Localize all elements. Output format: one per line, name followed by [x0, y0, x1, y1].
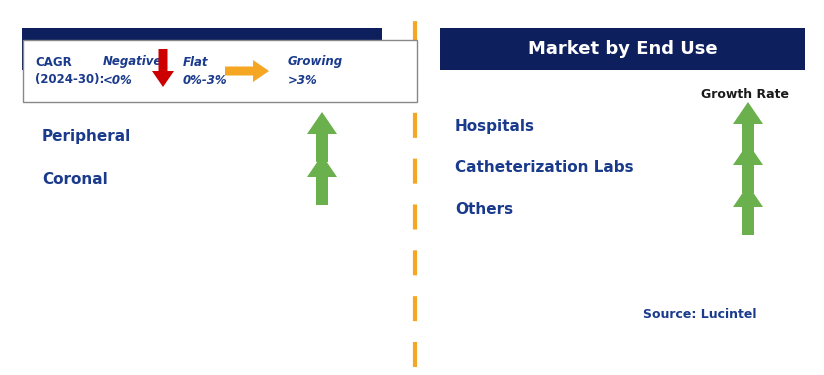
FancyArrow shape — [307, 112, 337, 162]
Text: Coronal: Coronal — [42, 172, 108, 188]
Text: Flat: Flat — [183, 56, 208, 69]
Text: Others: Others — [455, 202, 513, 217]
Text: Hospitals: Hospitals — [455, 120, 535, 135]
Text: Market by End Use: Market by End Use — [527, 40, 718, 58]
FancyArrow shape — [152, 49, 174, 87]
Text: Source: Lucintel: Source: Lucintel — [644, 309, 756, 321]
FancyArrow shape — [733, 185, 763, 235]
FancyArrow shape — [225, 60, 269, 82]
Text: <0%: <0% — [103, 74, 133, 87]
FancyBboxPatch shape — [22, 28, 382, 70]
Text: Negative: Negative — [103, 56, 162, 69]
Text: Growth Rate: Growth Rate — [701, 88, 789, 102]
FancyBboxPatch shape — [440, 28, 805, 70]
Text: Growing: Growing — [288, 56, 343, 69]
FancyArrow shape — [307, 155, 337, 205]
Text: Market by Indication: Market by Indication — [97, 40, 307, 58]
Text: >3%: >3% — [288, 74, 318, 87]
FancyArrow shape — [333, 55, 355, 93]
Text: (2024-30):: (2024-30): — [35, 74, 105, 87]
FancyArrow shape — [733, 102, 763, 152]
Text: 0%-3%: 0%-3% — [183, 74, 227, 87]
Text: Peripheral: Peripheral — [42, 129, 131, 144]
Text: CAGR: CAGR — [35, 56, 72, 69]
Text: Catheterization Labs: Catheterization Labs — [455, 160, 634, 176]
FancyBboxPatch shape — [23, 40, 417, 102]
FancyArrow shape — [733, 143, 763, 193]
Text: Growth Rate: Growth Rate — [276, 88, 364, 102]
